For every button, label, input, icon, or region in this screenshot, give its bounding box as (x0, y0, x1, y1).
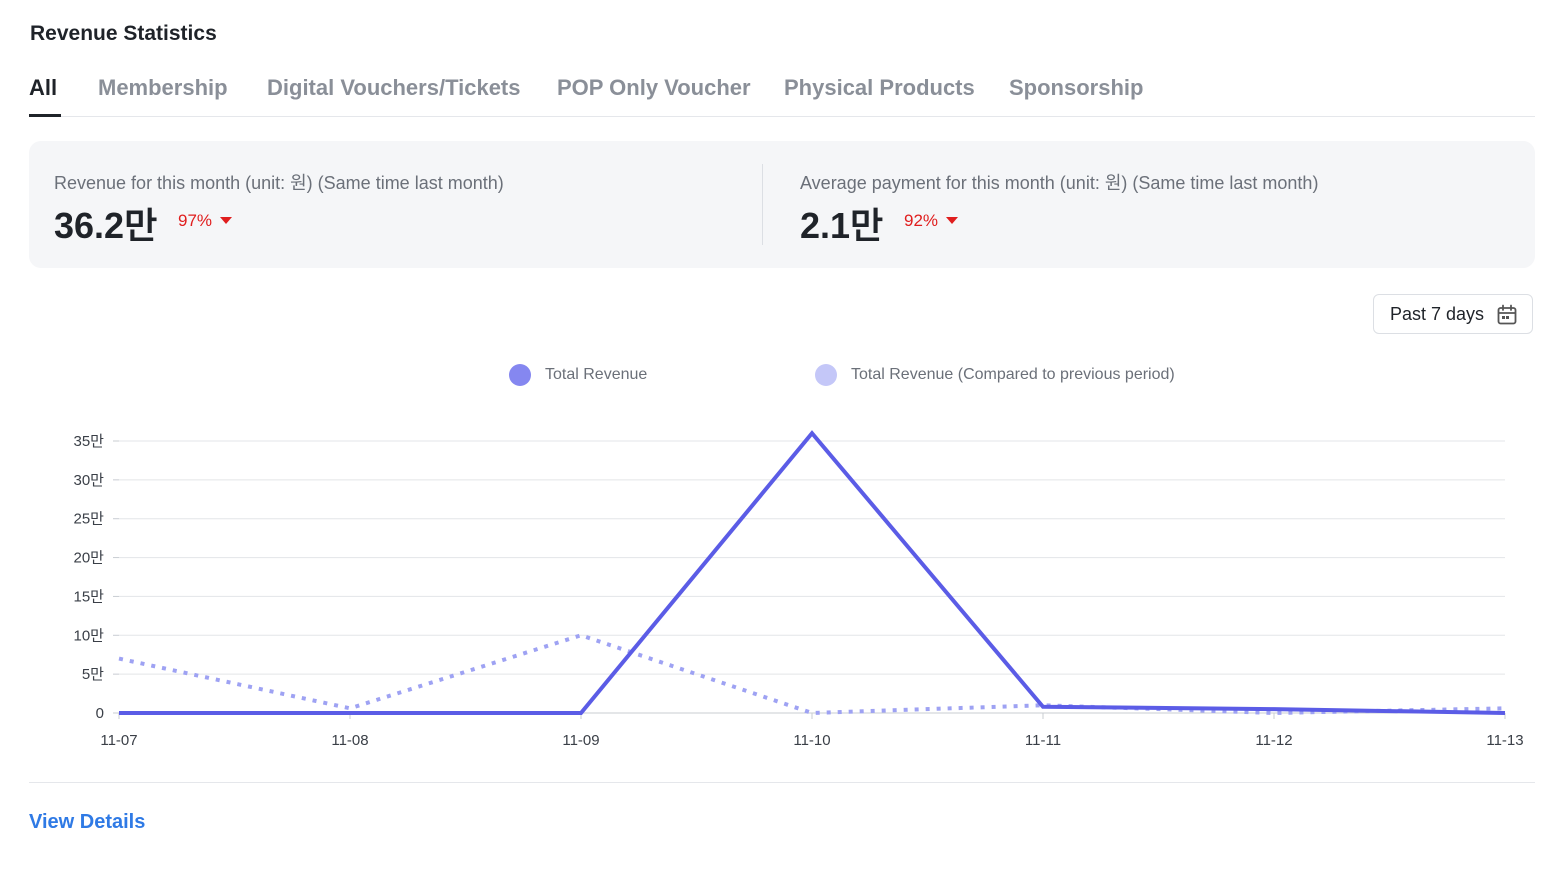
y-tick-label: 10만 (74, 627, 105, 644)
tab-sponsorship[interactable]: Sponsorship (1009, 75, 1144, 100)
series-line-total-revenue (119, 430, 1506, 715)
average-payment-change-value: 92% (904, 211, 939, 230)
x-tick-label: 11-10 (793, 732, 830, 749)
caret-down-icon (220, 217, 233, 224)
category-tabs: All Membership Digital Vouchers/Tickets … (29, 72, 1535, 117)
date-range-label: Past 7 days (1390, 304, 1485, 324)
revenue-line-chart: 0 5만 10만 15만 20만 25만 30만 35만 11-07 11-08 11-09 11-1… (74, 430, 1524, 749)
active-tab-indicator (29, 114, 61, 117)
x-tick-label: 11-08 (331, 732, 368, 749)
view-details-link[interactable]: View Details (29, 811, 146, 833)
y-tick-label: 35만 (74, 433, 105, 450)
revenue-stat-label: Revenue for this month (unit: 원) (Same t… (54, 173, 504, 193)
bottom-divider (29, 782, 1535, 783)
x-tick-label: 11-09 (562, 732, 599, 749)
stats-divider (762, 164, 763, 245)
average-payment-stat-value: 2.1만 (800, 205, 884, 246)
revenue-change-badge: 97% (178, 211, 233, 231)
y-tick-label: 20만 (74, 550, 105, 567)
x-tick-label: 11-12 (1255, 732, 1292, 749)
revenue-change-value: 97% (178, 211, 213, 230)
y-tick-label: 15만 (74, 588, 105, 605)
legend-label-total-revenue-previous: Total Revenue (Compared to previous peri… (851, 366, 1175, 383)
caret-down-icon (946, 217, 959, 224)
x-tick-label: 11-11 (1025, 732, 1061, 749)
y-tick-label: 30만 (74, 472, 105, 489)
date-range-button[interactable]: Past 7 days (1373, 294, 1533, 334)
tab-all[interactable]: All (29, 75, 58, 100)
y-tick-label: 0 (96, 705, 104, 722)
average-payment-stat-label: Average payment for this month (unit: 원)… (800, 173, 1319, 193)
tab-digital-vouchers-tickets[interactable]: Digital Vouchers/Tickets (267, 75, 521, 100)
x-tick-label: 11-13 (1486, 732, 1523, 749)
tab-physical-products[interactable]: Physical Products (784, 75, 975, 100)
revenue-stat-value: 36.2만 (54, 205, 158, 246)
legend-dot-total-revenue (509, 364, 531, 386)
average-payment-change-badge: 92% (904, 211, 959, 231)
page-title: Revenue Statistics (30, 22, 217, 45)
y-tick-label: 25만 (74, 511, 105, 528)
legend-dot-total-revenue-previous (815, 364, 837, 386)
x-tick-label: 11-07 (100, 732, 137, 749)
tab-membership[interactable]: Membership (98, 75, 228, 100)
legend-label-total-revenue: Total Revenue (545, 366, 648, 383)
y-tick-label: 5만 (82, 666, 104, 683)
calendar-icon (1497, 304, 1517, 325)
tab-pop-only-voucher[interactable]: POP Only Voucher (557, 75, 751, 100)
stats-panel: Revenue for this month (unit: 원) (Same t… (29, 141, 1535, 268)
